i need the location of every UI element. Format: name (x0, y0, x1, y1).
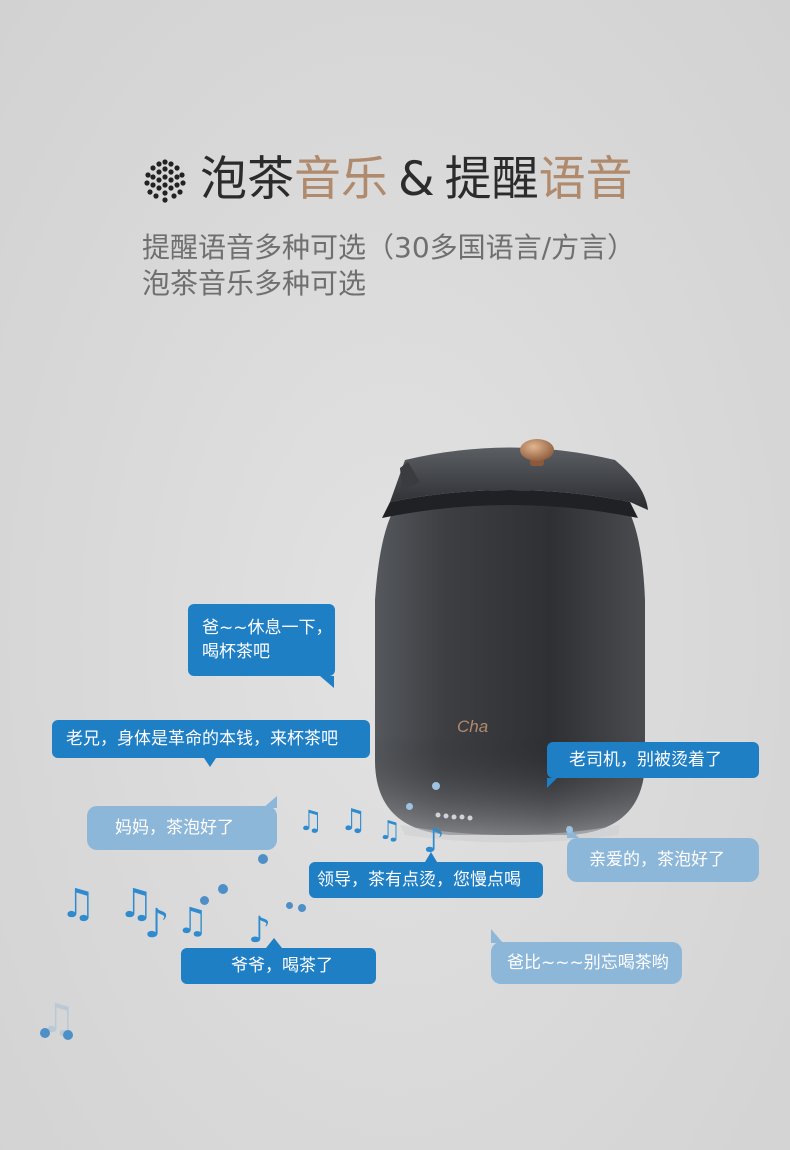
music-note-icon: ♫ (176, 901, 209, 942)
speech-bubble-dad: 爸~~休息一下， 喝杯茶吧 (188, 604, 335, 676)
decorative-dot (286, 902, 293, 909)
speech-bubble-brother: 老兄，身体是革命的本钱，来杯茶吧 (52, 720, 370, 758)
headline-part-music: 音乐 (294, 152, 388, 207)
kettle-image: Cha (375, 439, 648, 843)
headline-part-voice: 语音 (538, 152, 633, 207)
music-note-icon: ♫ (118, 881, 154, 927)
headline-part-tea: 泡茶 (200, 152, 294, 207)
speech-bubble-mom: 妈妈，茶泡好了 (87, 806, 277, 850)
speech-bubble-boss: 领导，茶有点烫，您慢点喝 (309, 862, 543, 898)
bubble-tail (204, 758, 216, 767)
decorative-dot (40, 1028, 50, 1038)
speech-bubble-dear: 亲爱的，茶泡好了 (567, 838, 759, 882)
bubble-tail (266, 938, 282, 948)
brand-logo: Cha (457, 717, 488, 736)
headline-part-reminder: 提醒 (444, 152, 539, 207)
bubble-text: 领导，茶有点烫，您慢点喝 (317, 870, 521, 890)
music-note-icon: ♪ (423, 821, 445, 861)
bubble-text: 老司机，别被烫着了 (569, 750, 722, 770)
bubble-text: 喝杯茶吧 (202, 642, 270, 662)
speech-bubble-grandpa: 爷爷，喝茶了 (181, 948, 376, 984)
bubble-tail (320, 676, 334, 688)
subtitle-line-1: 提醒语音多种可选（30多国语言/方言） (142, 231, 636, 264)
speaker-grille-icon (144, 159, 186, 203)
decorative-dot (298, 904, 306, 912)
bubble-text: 亲爱的，茶泡好了 (589, 850, 725, 870)
bubble-tail (425, 852, 437, 862)
bubble-tail (547, 778, 557, 788)
speech-bubble-driver: 老司机，别被烫着了 (547, 742, 759, 778)
bubble-text: 老兄，身体是革命的本钱，来杯茶吧 (66, 729, 338, 749)
decorative-dot (258, 854, 268, 864)
music-note-icon: ♫ (340, 803, 367, 838)
subtitle-line-2: 泡茶音乐多种可选 (142, 267, 367, 300)
bubble-tail (263, 796, 277, 808)
music-note-icon: ♪ (144, 901, 170, 947)
decorative-dot (432, 782, 440, 790)
decorative-dot (200, 896, 209, 905)
speech-bubble-papa: 爸比~~~别忘喝茶哟 (491, 942, 682, 984)
bubble-text: 爸比~~~别忘喝茶哟 (507, 953, 669, 973)
decorative-dot (63, 1030, 73, 1040)
decorative-dot (218, 884, 228, 894)
feature-headline: 泡茶 音乐 & 提醒 语音 (142, 150, 633, 210)
decorative-dot (406, 803, 413, 810)
music-note-icon: ♫ (378, 816, 402, 846)
bubble-text: 妈妈，茶泡好了 (115, 818, 234, 838)
bubble-tail (491, 929, 503, 943)
music-note-icon: ♫ (298, 804, 324, 837)
bubble-text: 爸~~休息一下， (202, 618, 333, 638)
bubble-text: 爷爷，喝茶了 (231, 956, 333, 976)
headline-ampersand: & (398, 152, 435, 207)
music-note-icon: ♪ (248, 910, 271, 951)
decorative-dot (566, 826, 573, 833)
music-note-icon: ♫ (60, 881, 96, 927)
